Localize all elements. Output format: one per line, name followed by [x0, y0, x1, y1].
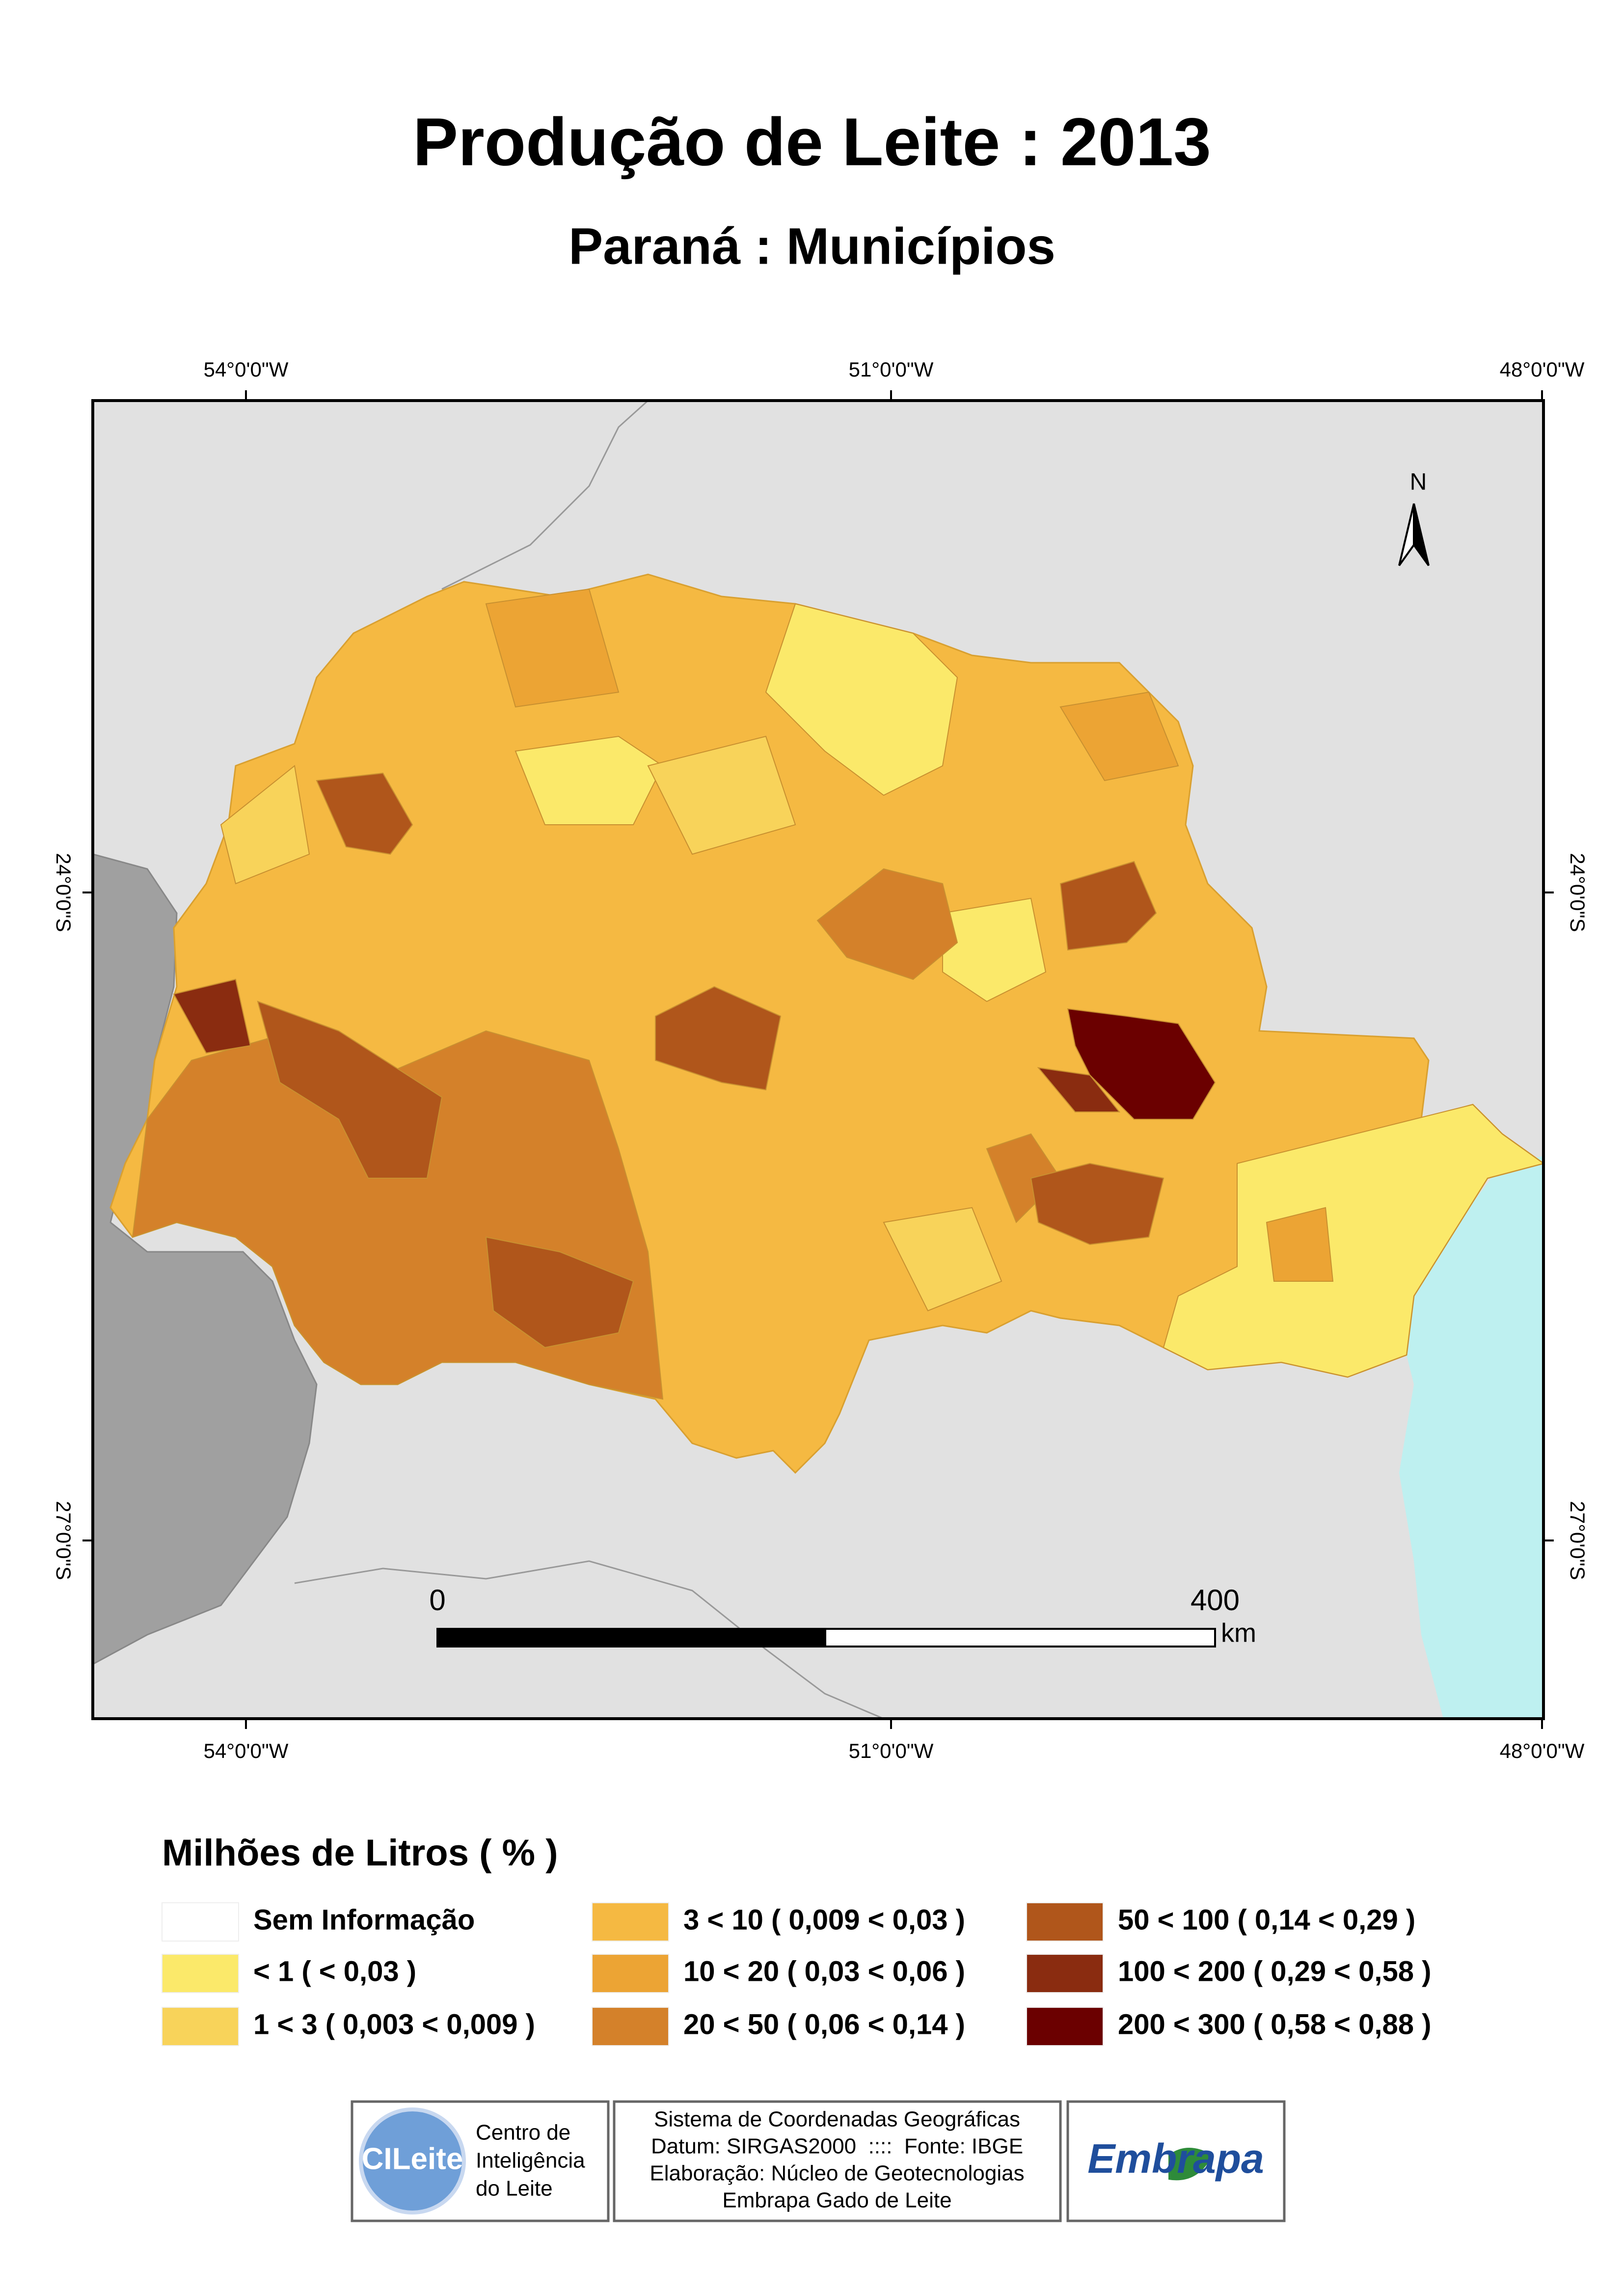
municipality-group: [1163, 1104, 1543, 1378]
latitude-label: 24°0'0"S: [52, 853, 75, 932]
latitude-label: 24°0'0"S: [1566, 853, 1589, 932]
municipality-group: [1030, 1162, 1164, 1245]
scale-unit: km: [1221, 1618, 1256, 1647]
north-arrow-right: [1413, 503, 1430, 567]
legend-swatch: [162, 1954, 239, 1993]
municipality-group: [816, 868, 958, 980]
center-name: do Leite: [476, 2177, 553, 2201]
legend-title: Milhões de Litros ( % ): [162, 1832, 558, 1874]
legend-swatch: [592, 1954, 669, 1993]
logo-text: CILeite: [362, 2142, 463, 2176]
legend-swatch: [1026, 1902, 1104, 1942]
municipality-group: [257, 1000, 443, 1179]
municipality-group: [485, 588, 620, 708]
longitude-label: 51°0'0"W: [849, 1739, 934, 1762]
municipality-group: [173, 978, 251, 1054]
ocean: [1399, 1156, 1543, 1719]
longitude-label: 54°0'0"W: [204, 1739, 289, 1762]
municipality-group: [485, 1236, 634, 1349]
latitude-label: 27°0'0"S: [1566, 1501, 1589, 1580]
river: [441, 401, 649, 590]
municipality-group: [655, 986, 782, 1091]
scale-tick-label: 0: [429, 1584, 445, 1617]
brand: Embrapa: [1087, 2135, 1264, 2182]
map-subtitle: Paraná : Municípios: [568, 218, 1056, 275]
legend-swatch: [1026, 1954, 1104, 1993]
municipality-group: [883, 1207, 1002, 1312]
neighbour-country: [93, 853, 318, 1665]
legend-label: Sem Informação: [253, 1904, 475, 1936]
municipality-group: [316, 772, 413, 855]
legend-swatch: [162, 1902, 239, 1942]
legend-label: 50 < 100 ( 0,14 < 0,29 ): [1118, 1904, 1415, 1936]
credit-line: Embrapa Gado de Leite: [722, 2188, 951, 2213]
municipality-group: [1037, 1067, 1121, 1112]
legend-label: 3 < 10 ( 0,009 < 0,03 ): [683, 1904, 965, 1936]
map-frame: [91, 399, 1545, 1720]
map-title: Produção de Leite : 2013: [413, 104, 1211, 180]
credit-line: Elaboração: Núcleo de Geotecnologias: [650, 2161, 1024, 2186]
credit-line: Sistema de Coordenadas Geográficas: [654, 2107, 1020, 2132]
municipality-group: [1266, 1207, 1334, 1282]
municipality-group: [765, 603, 958, 796]
latitude-label: 27°0'0"S: [52, 1501, 75, 1580]
longitude-label: 54°0'0"W: [204, 358, 289, 381]
center-name: Centro de: [476, 2121, 570, 2145]
municipality-group: [220, 765, 310, 885]
longitude-label: 48°0'0"W: [1500, 1739, 1585, 1762]
municipality-group: [1059, 861, 1157, 951]
municipality-group: [942, 897, 1047, 1002]
legend-label: 200 < 300 ( 0,58 < 0,88 ): [1118, 2008, 1431, 2040]
legend-swatch: [592, 1902, 669, 1942]
legend-swatch: [162, 2007, 239, 2046]
center-name: Inteligência: [476, 2149, 585, 2173]
scale-bar-segment: [437, 1629, 826, 1647]
legend-label: 10 < 20 ( 0,03 < 0,06 ): [683, 1955, 965, 1987]
legend-label: 1 < 3 ( 0,003 < 0,009 ): [253, 2008, 535, 2040]
north-label: N: [1410, 469, 1427, 495]
legend-label: 20 < 50 ( 0,06 < 0,14 ): [683, 2008, 965, 2040]
longitude-label: 48°0'0"W: [1500, 358, 1585, 381]
scale-tick-label: 400: [1191, 1584, 1240, 1617]
municipality-group: [1067, 1008, 1216, 1120]
map: [93, 401, 1543, 1719]
legend-label: < 1 ( < 0,03 ): [253, 1955, 416, 1987]
brand-shape: [1168, 2148, 1213, 2181]
footer-box: [613, 2100, 1062, 2222]
municipality-group: [514, 735, 664, 825]
legend-swatch: [1026, 2007, 1104, 2046]
river: [294, 1560, 884, 1719]
credit-line: Datum: SIRGAS2000 :::: Fonte: IBGE: [651, 2134, 1023, 2159]
legend-label: 100 < 200 ( 0,29 < 0,58 ): [1118, 1955, 1431, 1987]
legend-swatch: [592, 2007, 669, 2046]
municipality-group: [1059, 691, 1179, 782]
longitude-label: 51°0'0"W: [849, 358, 934, 381]
municipality-group: [647, 735, 796, 855]
logo-circle: [359, 2107, 466, 2214]
